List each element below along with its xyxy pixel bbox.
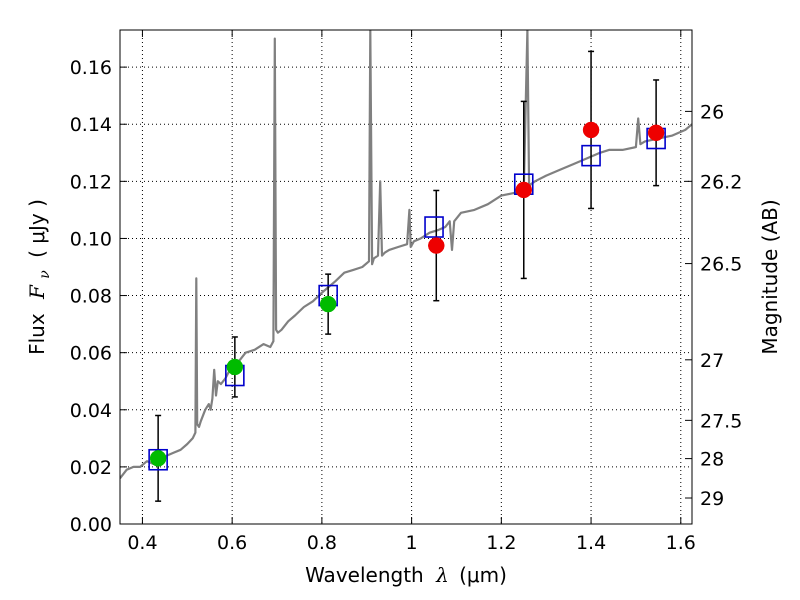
x-tick-label: 1.2 bbox=[486, 532, 516, 554]
observed-point bbox=[647, 124, 665, 142]
model-point-square bbox=[581, 144, 601, 167]
y-tick-label: 0.12 bbox=[70, 171, 112, 193]
observed-point bbox=[515, 181, 533, 199]
y-tick-label: 0.04 bbox=[70, 400, 112, 422]
observed-point bbox=[582, 121, 600, 139]
model-point-square bbox=[424, 216, 444, 238]
y-axis-label-text: Flux bbox=[25, 313, 49, 355]
y-axis-label-unit: ( μJy ) bbox=[25, 199, 49, 258]
y2-tick-label: 27 bbox=[700, 350, 724, 372]
y2-tick-label: 26 bbox=[700, 101, 724, 123]
x-tick-label: 1.4 bbox=[576, 532, 606, 554]
y-axis-label: Flux F ν ( μJy ) bbox=[25, 199, 54, 355]
y-axis-label-symbol: F bbox=[25, 284, 49, 300]
y-tick-label: 0.06 bbox=[70, 343, 112, 365]
x-tick-label: 1 bbox=[406, 532, 418, 554]
observed-point bbox=[226, 358, 244, 376]
observed-point bbox=[428, 237, 445, 254]
observed-point bbox=[319, 295, 337, 313]
x-axis-label-text: Wavelength bbox=[305, 563, 424, 587]
y-tick-label: 0.00 bbox=[70, 514, 112, 536]
tick-labels-layer: 0.4 0.6 0.8 1 1.2 1.4 1.6 0.00 0.02 0.04 0.06 0.08 0… bbox=[70, 57, 743, 554]
x-tick-label: 0.8 bbox=[307, 532, 337, 554]
model-point-square bbox=[148, 448, 168, 471]
x-tick-label: 0.4 bbox=[127, 532, 157, 554]
y-tick-label: 0.10 bbox=[70, 228, 112, 250]
y-tick-label: 0.14 bbox=[70, 114, 112, 136]
y-axis-label-subscript: ν bbox=[37, 270, 53, 279]
observed-points-layer bbox=[149, 121, 665, 467]
x-axis-label: Wavelength λ (μm) bbox=[305, 563, 507, 587]
y2-axis-label: Magnitude (AB) bbox=[758, 199, 782, 354]
y2-tick-label: 28 bbox=[700, 449, 724, 471]
plot-frame bbox=[119, 29, 693, 525]
y-tick-label: 0.16 bbox=[70, 57, 112, 79]
x-axis-label-symbol: λ bbox=[435, 563, 449, 587]
ticks-layer bbox=[120, 30, 692, 525]
x-tick-label: 0.6 bbox=[217, 532, 247, 554]
y2-tick-label: 26.2 bbox=[700, 171, 742, 193]
y2-tick-label: 29 bbox=[700, 488, 724, 510]
y2-tick-label: 26.5 bbox=[700, 254, 742, 276]
observed-point bbox=[149, 450, 167, 467]
x-tick-label: 1.6 bbox=[666, 532, 696, 554]
y2-tick-label: 27.5 bbox=[700, 410, 742, 432]
y-tick-label: 0.02 bbox=[70, 457, 112, 479]
x-axis-label-unit: (μm) bbox=[459, 563, 507, 587]
y-tick-label: 0.08 bbox=[70, 286, 112, 308]
